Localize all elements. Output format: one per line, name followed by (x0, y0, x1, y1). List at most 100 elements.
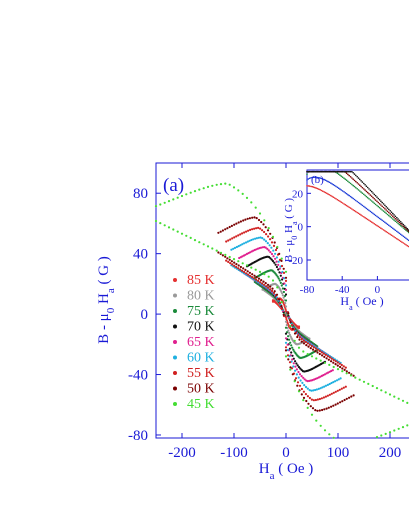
inset-data-point (382, 203, 385, 205)
data-point (338, 362, 341, 365)
inset-data-point (343, 203, 345, 205)
data-point (321, 386, 324, 389)
inset-data-point (347, 193, 349, 196)
inset-data-point (310, 177, 312, 179)
inset-data-point (361, 192, 364, 194)
data-point (397, 427, 400, 430)
data-point (332, 436, 335, 439)
inset-data-point (337, 187, 340, 189)
inset-data-point (368, 188, 370, 190)
data-point (348, 396, 351, 399)
inset-data-point (357, 212, 360, 215)
inset-data-point (333, 197, 336, 199)
data-point (320, 351, 323, 354)
inset-data-point (368, 198, 370, 200)
data-point (312, 399, 315, 402)
inset-data-point (370, 211, 373, 214)
inset-data-point (351, 208, 353, 210)
data-point (318, 352, 321, 356)
inset-data-point (307, 170, 310, 173)
x-tick-label: -200 (168, 445, 196, 461)
inset-data-point (366, 196, 369, 199)
inset-data-point (326, 180, 328, 182)
data-point (180, 194, 184, 198)
data-point (257, 226, 260, 229)
data-point (280, 264, 284, 268)
data-point (237, 260, 240, 263)
data-point (318, 350, 321, 353)
data-point (257, 277, 261, 280)
data-point (375, 436, 379, 439)
data-point (295, 368, 298, 371)
data-point (244, 241, 248, 244)
data-point (323, 408, 326, 411)
inset-data-point (331, 195, 333, 198)
inset-data-point (373, 202, 376, 205)
data-point (233, 246, 237, 249)
inset-data-point (341, 202, 344, 204)
inset-data-point (360, 191, 362, 193)
inset-data-point (386, 231, 389, 234)
data-point (296, 364, 299, 367)
inset-data-point (389, 213, 392, 215)
data-point (300, 387, 303, 391)
data-point (269, 251, 272, 254)
data-point (332, 404, 335, 407)
data-point (334, 390, 337, 393)
data-point (307, 345, 310, 348)
data-point (280, 307, 284, 310)
data-point (265, 285, 268, 288)
inset-data-point (405, 237, 407, 240)
x-axis-title: Ha ( Oe ) (259, 461, 313, 482)
inset-data-point (380, 204, 382, 206)
data-point (339, 365, 342, 369)
data-point (283, 277, 286, 280)
data-point (388, 431, 392, 434)
inset-data-point (398, 239, 401, 242)
series-45k (154, 182, 409, 439)
data-point (290, 351, 293, 354)
inset-data-point (369, 189, 372, 192)
data-point (380, 434, 383, 437)
data-point (272, 291, 276, 294)
data-point (328, 356, 331, 359)
data-point (328, 433, 331, 436)
data-point (250, 266, 253, 269)
inset-data-point (405, 228, 407, 230)
data-point (232, 247, 235, 250)
inset-data-point (337, 173, 340, 175)
inset-data-point (328, 194, 331, 196)
data-point (282, 267, 285, 270)
inset-data-point (352, 209, 355, 211)
inset-data-point (389, 215, 392, 218)
inset-data-point (357, 189, 360, 191)
data-point (198, 241, 201, 244)
data-point (185, 234, 188, 237)
data-point (269, 285, 272, 288)
data-point (326, 394, 329, 397)
inset-data-point (380, 218, 382, 221)
inset-data-point (316, 170, 319, 173)
inset-data-point (343, 170, 345, 173)
inset-data-point (363, 193, 365, 196)
inset-data-point (349, 170, 352, 173)
data-point (349, 374, 353, 377)
data-point (272, 249, 275, 252)
data-point (334, 360, 337, 363)
data-point (261, 237, 264, 240)
data-point (263, 273, 266, 276)
legend-label: 60 K (187, 351, 215, 366)
inset-data-point (353, 173, 356, 175)
data-point (267, 227, 270, 230)
data-point (297, 366, 301, 369)
data-point (251, 228, 254, 231)
inset-data-point (332, 183, 335, 186)
data-point (251, 273, 254, 276)
legend-label: 55 K (187, 366, 215, 381)
data-point (282, 313, 285, 316)
inset-data-point (380, 208, 382, 210)
inset-data-point (335, 170, 337, 173)
inset-data-point (330, 170, 332, 173)
data-point (401, 399, 405, 402)
data-point (334, 380, 337, 383)
